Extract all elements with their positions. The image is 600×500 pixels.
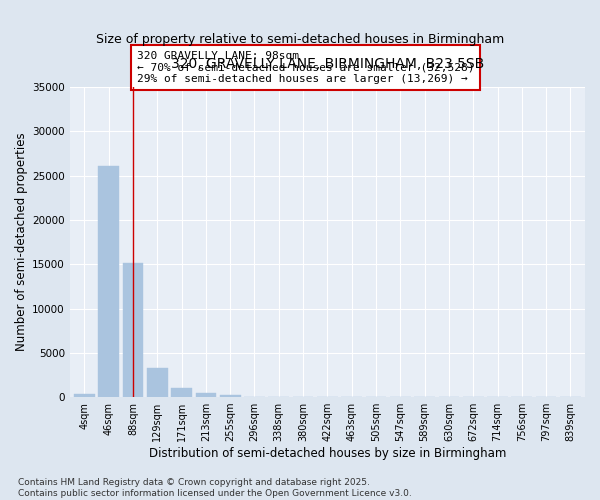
Bar [98,166,119,397]
Bar [244,396,265,397]
Title: 320, GRAVELLY LANE, BIRMINGHAM, B23 5SB: 320, GRAVELLY LANE, BIRMINGHAM, B23 5SB [171,56,484,70]
Bar [196,393,216,397]
Y-axis label: Number of semi-detached properties: Number of semi-detached properties [15,133,28,352]
X-axis label: Distribution of semi-detached houses by size in Birmingham: Distribution of semi-detached houses by … [149,447,506,460]
Text: Size of property relative to semi-detached houses in Birmingham: Size of property relative to semi-detach… [96,32,504,46]
Bar [74,394,95,397]
Text: Contains HM Land Registry data © Crown copyright and database right 2025.
Contai: Contains HM Land Registry data © Crown c… [18,478,412,498]
Bar [220,396,241,397]
Bar [122,264,143,397]
Bar [147,368,167,397]
Text: 320 GRAVELLY LANE: 98sqm
← 70% of semi-detached houses are smaller (32,528)
29% : 320 GRAVELLY LANE: 98sqm ← 70% of semi-d… [137,50,474,84]
Bar [171,388,192,397]
